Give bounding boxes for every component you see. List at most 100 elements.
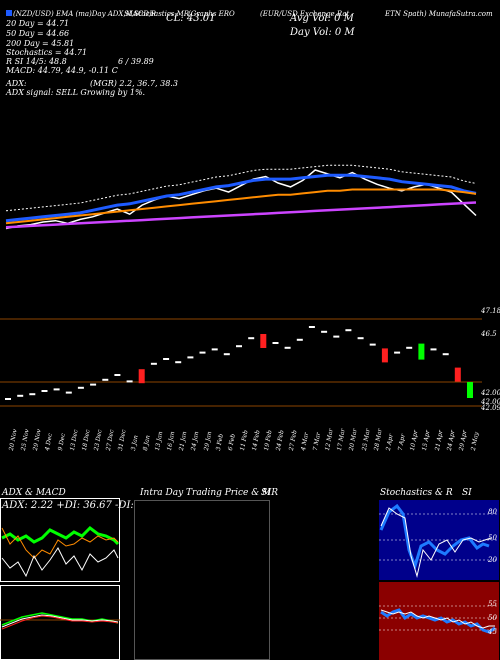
avg-volume: Avg Vol: 0 M [290, 13, 354, 24]
date-tick-label: 28 Mar [372, 428, 384, 452]
candlestick-panel [0, 318, 482, 407]
adx-label: ADX: [6, 79, 27, 88]
candle [5, 398, 11, 400]
candle [53, 388, 60, 391]
intraday-title: Intra Day Trading Price & MR [140, 488, 279, 498]
macd-hist-line [1, 615, 119, 630]
header-title-3: (Graphs ERO [188, 10, 235, 18]
date-tick-label: 6 Feb [226, 433, 237, 452]
stochastics-title: Stochastics & R [380, 488, 453, 498]
date-tick-label: 18 Dec [80, 429, 92, 452]
candle [272, 342, 279, 344]
date-tick-label: 20 Mar [348, 428, 360, 452]
candle [187, 356, 194, 359]
candle [308, 326, 315, 328]
date-tick-label: 21 Apr [433, 429, 444, 452]
candle [248, 337, 255, 340]
candle [430, 348, 437, 351]
stoch-k-line [379, 503, 490, 571]
date-tick-label: 19 Feb [263, 429, 274, 452]
date-tick-label: 31 Dec [117, 429, 128, 452]
adx-line [1, 547, 119, 578]
date-tick-label: 15 Apr [421, 429, 432, 452]
ema-50-line [5, 188, 477, 225]
candle [138, 369, 145, 384]
candle [29, 393, 36, 396]
adx-stats: ADX: 2.22 +DI: 36.67 -DI: 38.33 [2, 500, 166, 511]
candle [126, 380, 133, 383]
date-tick-label: 12 Mar [324, 428, 335, 452]
upper-band-dotted-line [5, 164, 477, 212]
candle [102, 378, 109, 381]
candle [357, 337, 364, 340]
price-chart [5, 164, 477, 230]
candle [284, 346, 291, 349]
adx-signal-label: ADX signal: SELL Growing by 1%. [6, 88, 146, 97]
price-label-2: 46.5 [481, 330, 497, 338]
candle [150, 362, 157, 365]
candle [65, 391, 72, 394]
date-tick-label: 27 Dec [105, 429, 116, 452]
ema-200-label: 200 Day = 45.81 [6, 39, 75, 48]
mgr-label: (MGR) 2.2, 36.7, 38.3 [90, 79, 178, 88]
candle [163, 358, 170, 360]
candle [296, 338, 303, 341]
rsi-label: R SI 14/5: 48.8 [6, 57, 67, 66]
candle [90, 383, 97, 386]
candle [406, 346, 413, 349]
date-tick-label: 21 Jan [178, 430, 189, 452]
stoch-scale-20: 20 [488, 556, 497, 564]
candle [223, 353, 230, 356]
date-tick-label: 2 May [470, 431, 481, 452]
macd-panel [0, 585, 120, 660]
candle [199, 351, 206, 354]
date-tick-label: 3 Feb [214, 433, 225, 452]
date-tick-label: 10 Apr [409, 429, 420, 452]
header-title-2: SI,Stochastics,MR [124, 10, 190, 18]
date-tick-label: 4 Dec [44, 432, 55, 452]
ticker-title: (NZD/USD) EMA (ma)Day ADX,MACD,R [6, 10, 156, 18]
price-label-3: 42.00 [481, 389, 500, 397]
stochastics-label: Stochastics = 44.71 [6, 48, 88, 57]
ema-20-line [5, 173, 477, 223]
candle [17, 394, 24, 397]
intraday-si-label: SI [261, 488, 271, 498]
date-tick-label: 13 Dec [68, 429, 80, 452]
candle [467, 382, 473, 398]
minus-di-line [1, 527, 119, 559]
macd-signal-line [1, 614, 119, 628]
candle [114, 374, 121, 376]
date-tick-label: 29 Jan [202, 430, 213, 452]
mr-line [380, 609, 495, 629]
date-tick-label: 20 Nov [8, 428, 19, 452]
ema-200-line [5, 201, 477, 229]
date-tick-label: 9 Dec [56, 432, 67, 452]
date-tick-label: 24 Jan [190, 430, 201, 452]
candle [333, 335, 340, 338]
rsi-right-label: 6 / 39.89 [118, 57, 154, 66]
date-tick-label: 29 Apr [457, 429, 469, 452]
date-tick-label: 25 Nov [20, 428, 31, 452]
header-title: (NZD/USD) EMA (ma)Day ADX,MACD,R [13, 10, 157, 18]
header-title-4: (EUR/USD Exchange Rat [260, 10, 350, 18]
stoch-d-line [380, 507, 492, 578]
date-tick-label: 7 Apr [397, 433, 407, 452]
intraday-panel [134, 500, 270, 660]
ema-20-label: 20 Day = 44.71 [6, 19, 70, 28]
day-volume: Day Vol: 0 M [290, 27, 355, 38]
candle [369, 343, 376, 346]
header-source: ETN Spath) MunafaSutra.com [385, 10, 493, 18]
price-label-4: 42.00 [481, 398, 500, 406]
candle [77, 386, 84, 389]
date-tick-label: 8 Jan [141, 434, 152, 452]
date-tick-label: 23 Dec [93, 429, 104, 452]
candle [175, 361, 182, 364]
close-price: CL: 43.01 [166, 13, 216, 24]
macd-label: MACD: 44.79, 44.9, -0.11 C [6, 66, 118, 75]
plus-di-line [1, 526, 120, 546]
stochastics-panel [379, 500, 499, 580]
date-tick-label: 17 Mar [336, 428, 347, 452]
date-tick-label: 16 Jan [166, 430, 177, 452]
rsi-scale-45: 45 [488, 628, 497, 636]
adx-panel [0, 498, 120, 582]
